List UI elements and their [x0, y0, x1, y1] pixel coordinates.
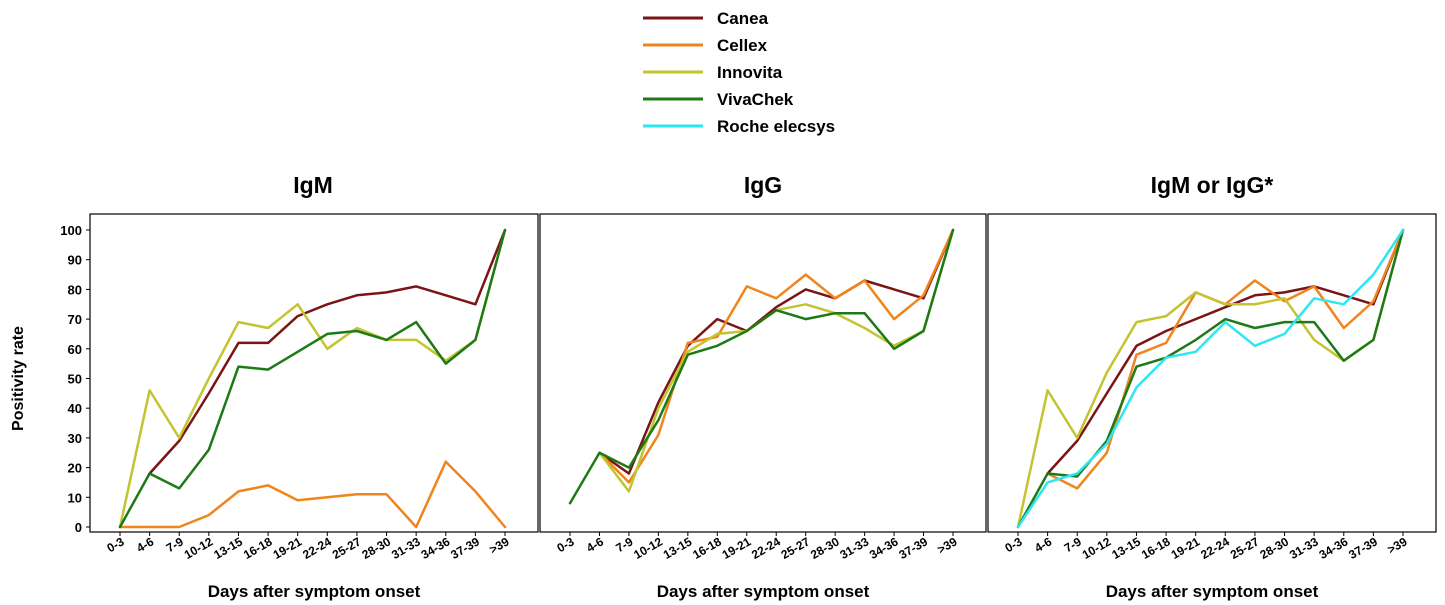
y-tick-label: 50 [68, 372, 82, 387]
x-tick-label: 25-27 [1228, 534, 1262, 562]
x-tick-label: 37-39 [896, 534, 930, 562]
x-tick-label: 13-15 [661, 534, 695, 562]
y-tick-label: 0 [75, 520, 82, 535]
x-tick-label: 28-30 [808, 534, 842, 562]
y-tick-label: 20 [68, 461, 82, 476]
legend-label: Cellex [717, 36, 768, 55]
series-line-vivachek [568, 228, 955, 505]
series-line-innovita [1016, 228, 1405, 529]
chart-panel-2: IgM or IgG* Days after symptom onset 0-3 4-… [987, 172, 1437, 601]
x-tick-label: 4-6 [134, 534, 156, 555]
x-tick-label: 37-39 [448, 534, 482, 562]
x-tick-label: 4-6 [584, 534, 606, 555]
x-tick-label: 0-3 [554, 534, 576, 555]
y-tick-label: 40 [68, 401, 82, 416]
x-tick-label: 25-27 [779, 534, 813, 562]
x-tick-label: 19-21 [1169, 534, 1203, 562]
y-tick-label: 90 [68, 253, 82, 268]
plot-frame [539, 213, 987, 533]
chart-panels: IgM Days after symptom onset 0 10 20 30 40 50 60… [10, 172, 1437, 601]
series-line-innovita [118, 228, 507, 529]
x-tick-label: 0-3 [104, 534, 126, 555]
x-tick-label: 22-24 [1198, 534, 1232, 562]
x-axis-label: Days after symptom onset [208, 582, 421, 601]
x-tick-label: 22-24 [300, 534, 334, 562]
x-tick-label: 28-30 [359, 534, 393, 562]
y-axis-label: Positivity rate [10, 326, 27, 431]
series-line-canea [598, 228, 955, 475]
x-tick-label: 37-39 [1346, 534, 1380, 562]
legend-label: Canea [717, 9, 769, 28]
series-line-canea [1046, 228, 1405, 475]
y-tick-label: 70 [68, 312, 82, 327]
x-tick-label: 25-27 [330, 534, 364, 562]
series-line-roche-elecsys [1016, 228, 1405, 529]
series-line-vivachek [1016, 228, 1405, 529]
x-tick-label: 10-12 [182, 534, 216, 562]
series-line-canea [148, 228, 507, 475]
series-line-cellex [598, 228, 955, 484]
y-tick-label: 100 [60, 223, 82, 238]
x-axis-label: Days after symptom onset [1106, 582, 1319, 601]
legend: Canea Cellex Innovita VivaChek Roche elecsys [643, 9, 835, 136]
x-tick-label: 34-36 [419, 534, 453, 562]
x-tick-label: >39 [487, 534, 512, 556]
x-tick-label: 0-3 [1002, 534, 1024, 555]
y-tick-label: 60 [68, 342, 82, 357]
chart-title: IgG [744, 172, 782, 198]
x-tick-label: 28-30 [1257, 534, 1291, 562]
chart-title: IgM or IgG* [1151, 172, 1274, 198]
legend-label: Roche elecsys [717, 117, 835, 136]
legend-label: VivaChek [717, 90, 794, 109]
legend-label: Innovita [717, 63, 783, 82]
x-tick-label: >39 [1385, 534, 1410, 556]
plot-frame [987, 213, 1437, 533]
x-axis-label: Days after symptom onset [657, 582, 870, 601]
x-tick-label: 22-24 [749, 534, 783, 562]
series-line-vivachek [118, 228, 507, 529]
x-tick-label: 34-36 [867, 534, 901, 562]
y-tick-label: 30 [68, 431, 82, 446]
x-tick-label: 10-12 [631, 534, 665, 562]
series-line-cellex [118, 460, 507, 529]
x-tick-label: 16-18 [1139, 534, 1173, 562]
x-tick-label: 13-15 [211, 534, 245, 562]
x-tick-label: 19-21 [271, 534, 305, 562]
x-tick-label: 31-33 [838, 534, 872, 562]
y-tick-label: 10 [68, 490, 82, 505]
x-tick-label: 10-12 [1080, 534, 1114, 562]
x-tick-label: 31-33 [1287, 534, 1321, 562]
y-tick-label: 80 [68, 282, 82, 297]
x-tick-label: 13-15 [1109, 534, 1143, 562]
x-tick-label: 4-6 [1032, 534, 1054, 555]
x-tick-label: 19-21 [720, 534, 754, 562]
x-tick-label: 16-18 [241, 534, 275, 562]
plot-frame [89, 213, 539, 533]
chart-panel-0: IgM Days after symptom onset 0 10 20 30 40 50 60… [10, 172, 539, 601]
chart-title: IgM [293, 172, 333, 198]
x-tick-label: >39 [935, 534, 960, 556]
series-line-innovita [598, 228, 955, 493]
x-tick-label: 31-33 [389, 534, 423, 562]
x-tick-label: 34-36 [1317, 534, 1351, 562]
x-tick-label: 16-18 [690, 534, 724, 562]
